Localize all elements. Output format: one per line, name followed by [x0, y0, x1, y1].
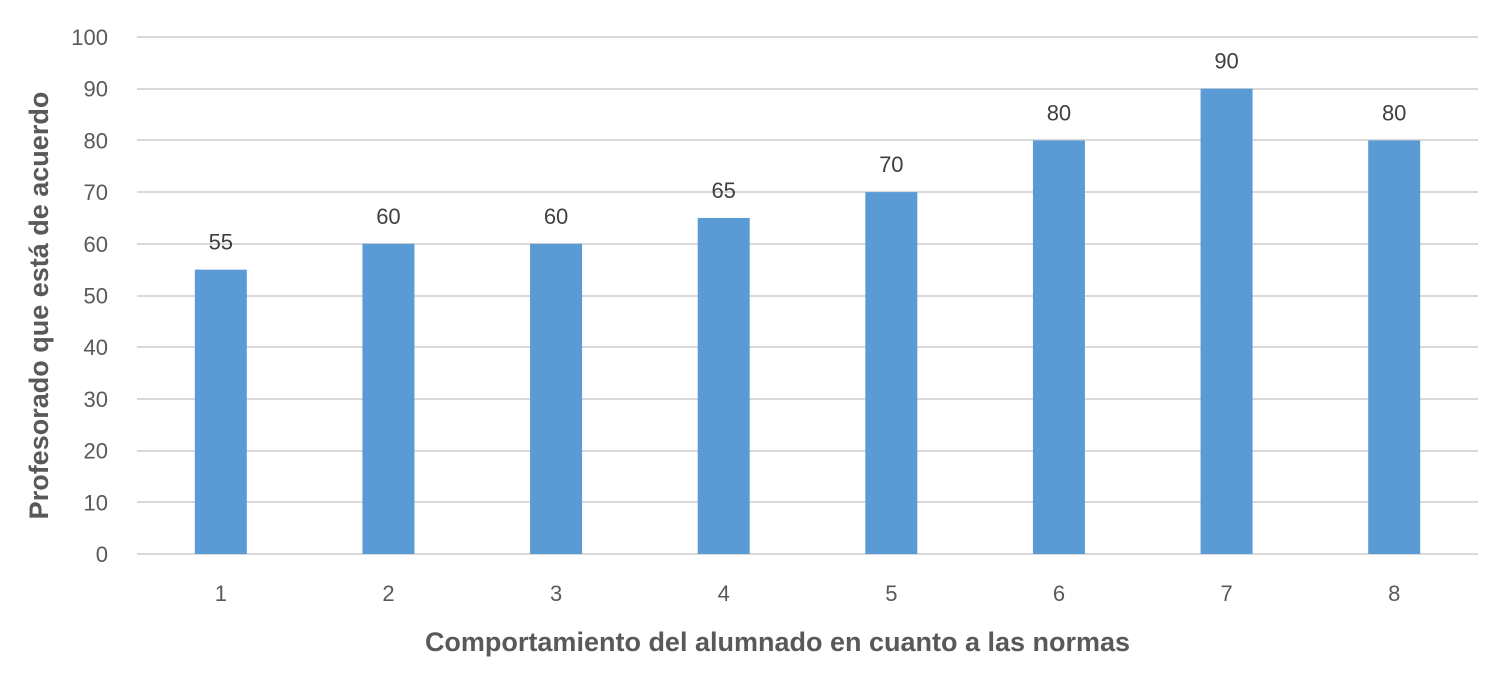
bar: [1032, 140, 1085, 554]
y-tick-label: 20: [84, 439, 108, 464]
y-tick-label: 10: [84, 490, 108, 515]
y-tick-label: 100: [71, 25, 108, 50]
x-tick-label: 8: [1388, 581, 1400, 606]
data-labels: 55 60 60 65 70 80 90 80: [209, 49, 1407, 255]
data-label: 55: [209, 230, 233, 255]
data-label: 60: [376, 204, 400, 229]
data-label: 60: [544, 204, 568, 229]
x-tick-label: 4: [718, 581, 730, 606]
y-tick-label: 40: [84, 335, 108, 360]
data-label: 70: [879, 152, 903, 177]
bar: [1368, 140, 1421, 554]
x-tick-label: 5: [885, 581, 897, 606]
y-axis-title: Profesorado que está de acuerdo: [24, 92, 54, 520]
y-tick-label: 30: [84, 387, 108, 412]
x-axis-title: Comportamiento del alumnado en cuanto a …: [425, 627, 1130, 657]
bar: [697, 217, 750, 554]
bar: [194, 269, 247, 554]
x-tick-label: 6: [1053, 581, 1065, 606]
bar: [1200, 88, 1253, 554]
data-label: 65: [711, 178, 735, 203]
y-axis-ticks: 0 10 20 30 40 50 60 70 80 90 100: [71, 25, 108, 567]
y-tick-label: 80: [84, 128, 108, 153]
gridlines: [137, 36, 1478, 555]
x-tick-label: 1: [215, 581, 227, 606]
y-tick-label: 50: [84, 284, 108, 309]
x-tick-label: 2: [382, 581, 394, 606]
bar: [530, 243, 583, 555]
bar: [362, 243, 415, 555]
y-tick-label: 60: [84, 232, 108, 257]
x-axis-ticks: 1 2 3 4 5 6 7 8: [215, 581, 1401, 606]
data-label: 80: [1382, 100, 1406, 125]
bars: [194, 88, 1421, 555]
y-tick-label: 0: [96, 542, 108, 567]
y-tick-label: 70: [84, 180, 108, 205]
bar: [865, 192, 918, 554]
data-label: 80: [1047, 100, 1071, 125]
y-tick-label: 90: [84, 77, 108, 102]
x-tick-label: 3: [550, 581, 562, 606]
x-tick-label: 7: [1220, 581, 1232, 606]
data-label: 90: [1214, 49, 1238, 74]
